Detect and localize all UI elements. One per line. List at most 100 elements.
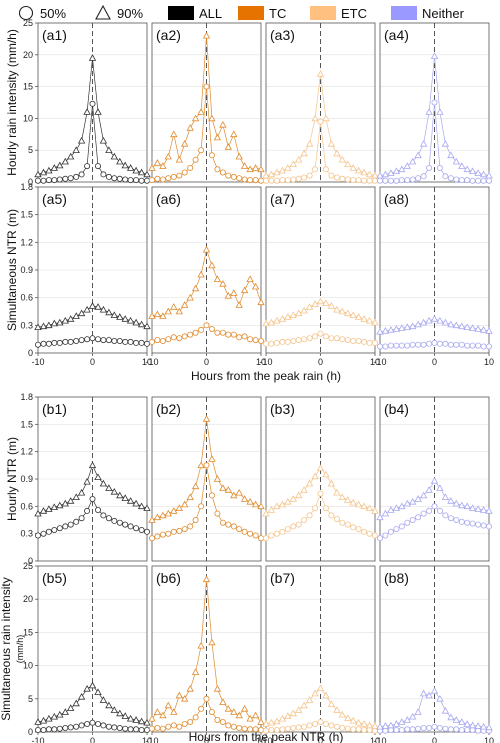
point-p50: [40, 340, 47, 347]
point-p50: [420, 725, 427, 732]
point-p90: [213, 275, 222, 283]
point-p50: [89, 335, 96, 342]
point-p50: [165, 175, 172, 182]
point-p50: [105, 173, 112, 180]
point-p90: [436, 484, 444, 491]
point-p50: [51, 527, 58, 534]
point-p90: [305, 696, 314, 703]
point-p90: [327, 139, 336, 147]
point-p90: [143, 504, 151, 512]
point-p90: [447, 320, 455, 328]
point-p50: [170, 528, 177, 535]
point-p90: [425, 486, 433, 493]
point-p50: [181, 721, 188, 728]
point-p90: [398, 718, 406, 725]
x-tick-label: 0: [90, 736, 95, 743]
point-p90: [186, 293, 194, 301]
point-p50: [236, 334, 243, 341]
point-p90: [153, 513, 162, 521]
point-p50: [420, 173, 427, 180]
y-tick-label: 1.5: [20, 419, 33, 429]
point-p50: [415, 725, 422, 732]
point-p90: [50, 164, 58, 171]
point-p90: [365, 504, 374, 512]
point-p90: [485, 327, 493, 334]
point-p50: [262, 535, 269, 542]
point-p90: [50, 712, 58, 720]
point-p90: [414, 151, 422, 159]
point-p50: [138, 339, 145, 346]
point-p90: [94, 108, 102, 115]
point-p50: [127, 726, 134, 733]
point-p90: [197, 108, 205, 115]
panel-label: (a5): [42, 191, 67, 207]
point-p90: [392, 167, 401, 175]
panel-a4: (a4): [376, 22, 493, 184]
point-p50: [469, 177, 476, 184]
point-p90: [300, 701, 308, 709]
point-p90: [67, 704, 75, 711]
point-p50: [247, 177, 254, 184]
x-tick-label: 10: [484, 357, 494, 367]
panel-a2: (a2): [148, 22, 265, 184]
point-p90: [159, 162, 167, 169]
point-p50: [84, 721, 91, 728]
point-p50: [366, 339, 373, 346]
y-tick-label: 5: [28, 694, 33, 704]
point-p50: [148, 725, 155, 732]
point-p90: [132, 716, 140, 723]
panel-b4: (b4): [376, 396, 493, 562]
point-p90: [360, 168, 368, 176]
point-p90: [338, 710, 346, 718]
point-p90: [354, 718, 363, 726]
point-p90: [67, 497, 75, 504]
point-p50: [328, 172, 335, 179]
point-p50: [127, 523, 134, 530]
point-p90: [354, 500, 363, 508]
x-tick-label: -10: [145, 357, 158, 367]
point-p50: [148, 177, 155, 184]
y-tick-label: 0: [28, 727, 33, 737]
point-p50: [170, 722, 177, 729]
point-p50: [387, 528, 394, 535]
point-p90: [338, 307, 346, 315]
point-p50: [111, 175, 118, 182]
legend: 50% 90% ALL TC ETC Neither: [18, 4, 465, 21]
legend-swatch-all: [168, 6, 194, 20]
point-p50: [317, 719, 324, 726]
point-p50: [355, 526, 362, 533]
point-p90: [392, 720, 401, 727]
point-p90: [327, 302, 336, 309]
point-p50: [426, 725, 433, 732]
panel-label: (a7): [270, 191, 295, 207]
point-p90: [235, 488, 243, 496]
point-p50: [257, 337, 264, 344]
point-p50: [143, 177, 150, 184]
point-p90: [181, 301, 189, 308]
point-p50: [312, 505, 319, 512]
point-p90: [213, 684, 222, 692]
point-p90: [311, 300, 319, 307]
point-p50: [170, 173, 177, 180]
point-p90: [208, 638, 216, 646]
point-p90: [387, 506, 395, 513]
point-p50: [252, 532, 259, 539]
point-p90: [300, 149, 308, 157]
panel-label: (a4): [384, 27, 409, 43]
point-p50: [447, 341, 454, 348]
point-p50: [51, 177, 58, 184]
y-tick-label: 1.2: [20, 237, 33, 247]
point-p90: [262, 509, 270, 517]
point-p50: [187, 523, 194, 530]
point-p90: [425, 316, 433, 324]
point-p90: [463, 502, 471, 510]
point-p90: [77, 488, 86, 496]
point-p50: [366, 530, 373, 537]
point-p50: [122, 725, 129, 732]
panel-label: (b8): [384, 570, 409, 586]
point-p90: [300, 486, 308, 493]
point-p90: [479, 170, 488, 178]
point-p50: [387, 342, 394, 349]
point-p50: [328, 722, 335, 729]
point-p90: [452, 321, 460, 329]
